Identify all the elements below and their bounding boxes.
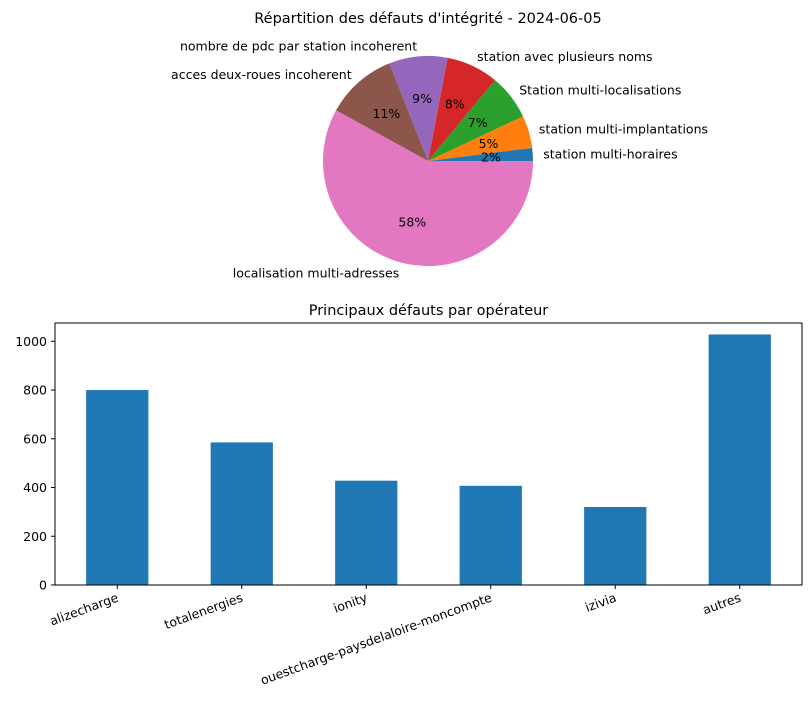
y-tick-label: 200 xyxy=(23,529,47,544)
pie-slice-station-multi-localisations xyxy=(428,80,524,161)
pie-slice-station-multi-implantations xyxy=(428,116,533,161)
pie-slice-labels: station multi-horaires station multi-impl… xyxy=(171,39,708,281)
pie-slice-label: station avec plusieurs noms xyxy=(477,49,652,64)
bar-autres xyxy=(708,334,771,585)
y-tick-label: 600 xyxy=(23,431,47,446)
y-tick-label: 400 xyxy=(23,480,47,495)
pie-percent-labels: 2%5% 7%8% 9% 11% 58% xyxy=(372,91,500,230)
pie-slice-label: localisation multi-adresses xyxy=(233,265,400,280)
y-tick-label: 1000 xyxy=(15,334,47,349)
pie-percent-label: 8% xyxy=(445,97,465,112)
pie-slices xyxy=(322,55,533,267)
bar-ouestcharge-paysdelaloire-moncompte xyxy=(459,485,522,585)
pie-percent-label: 5% xyxy=(479,136,499,151)
bar-title: Principaux défauts par opérateur xyxy=(309,303,549,319)
pie-slice-label: station multi-horaires xyxy=(543,146,677,161)
bar-ionity xyxy=(335,480,398,585)
pie-percent-label: 11% xyxy=(372,106,400,121)
pie-slice-nombre-de-pdc-par-station-incoherent xyxy=(389,55,448,161)
pie-slice-station-multi-horaires xyxy=(428,147,533,161)
y-tick-label: 0 xyxy=(39,578,47,593)
y-tick-label: 800 xyxy=(23,383,47,398)
pie-percent-label: 9% xyxy=(412,91,432,106)
pie-chart: Répartition des défauts d'intégrité - 20… xyxy=(171,11,708,280)
pie-slice-acces-deux-roues-incoherent xyxy=(335,63,428,162)
y-axis: 0 200 400 600 800 1000 xyxy=(15,334,55,593)
pie-percent-label: 2% xyxy=(481,150,501,165)
bar-izivia xyxy=(584,507,647,585)
bars xyxy=(86,334,771,585)
pie-slice-station-avec-plusieurs-noms xyxy=(428,57,495,161)
pie-percent-label: 7% xyxy=(468,115,488,130)
pie-slice-localisation-multi-adresses xyxy=(322,110,533,267)
pie-slice-label: nombre de pdc par station incoherent xyxy=(180,39,417,54)
pie-percent-label: 58% xyxy=(398,215,426,230)
pie-slice-label: Station multi-localisations xyxy=(519,83,681,98)
bar-totalenergies xyxy=(210,442,273,585)
pie-title: Répartition des défauts d'intégrité - 20… xyxy=(254,11,601,27)
pie-slice-label: acces deux-roues incoherent xyxy=(171,67,352,82)
bar-alizecharge xyxy=(86,390,149,585)
plot-frame xyxy=(54,322,803,586)
pie-slice-label: station multi-implantations xyxy=(539,121,708,136)
